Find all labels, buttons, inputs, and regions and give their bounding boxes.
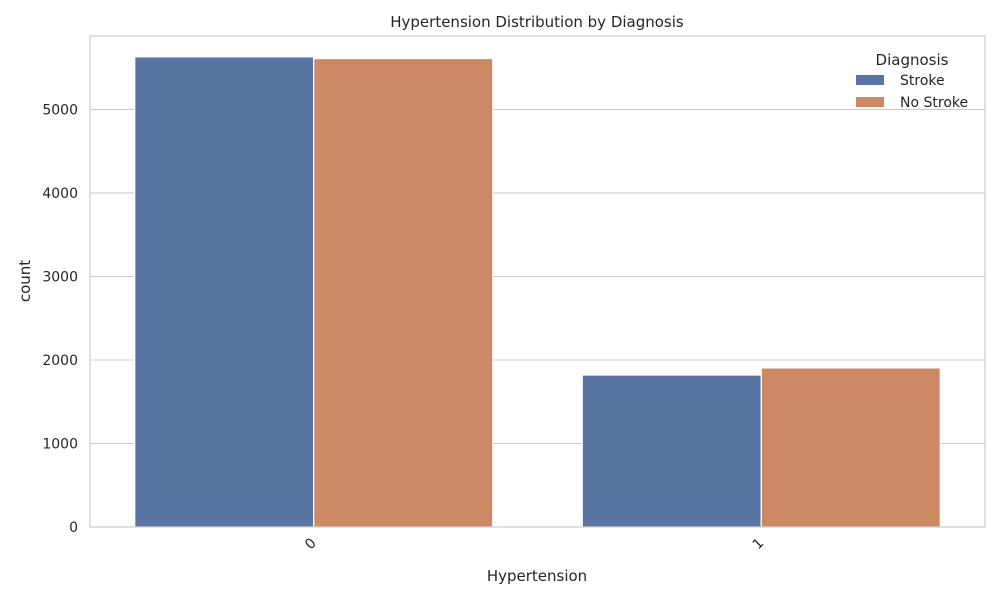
- legend: Diagnosis Stroke No Stroke: [856, 51, 968, 111]
- y-tick-label-0: 0: [69, 520, 78, 536]
- legend-label-no-stroke: No Stroke: [900, 95, 968, 111]
- legend-swatch-no-stroke: [856, 97, 884, 107]
- y-tick-label-1000: 1000: [42, 436, 78, 452]
- plot-frame: [89, 35, 986, 528]
- bar-stroke-0: [134, 56, 315, 528]
- bar-group: [134, 56, 941, 528]
- y-tick-label-4000: 4000: [42, 186, 78, 202]
- y-tick-label-2000: 2000: [42, 353, 78, 369]
- bar-no-stroke-1: [760, 367, 941, 528]
- y-tick-label-5000: 5000: [42, 102, 78, 118]
- bar-stroke-1: [581, 374, 762, 528]
- x-axis-label: Hypertension: [487, 567, 587, 585]
- y-tick-labels: 0 1000 2000 3000 4000 5000: [42, 102, 78, 536]
- chart-title: Hypertension Distribution by Diagnosis: [390, 13, 684, 31]
- x-tick-label-1: 1: [750, 535, 768, 553]
- legend-title: Diagnosis: [876, 51, 949, 69]
- legend-label-stroke: Stroke: [900, 73, 945, 89]
- legend-swatch-stroke: [856, 75, 884, 85]
- x-tick-label-0: 0: [302, 535, 320, 553]
- bar-no-stroke-0: [313, 57, 494, 528]
- y-axis-label: count: [16, 260, 34, 302]
- y-tick-label-3000: 3000: [42, 269, 78, 285]
